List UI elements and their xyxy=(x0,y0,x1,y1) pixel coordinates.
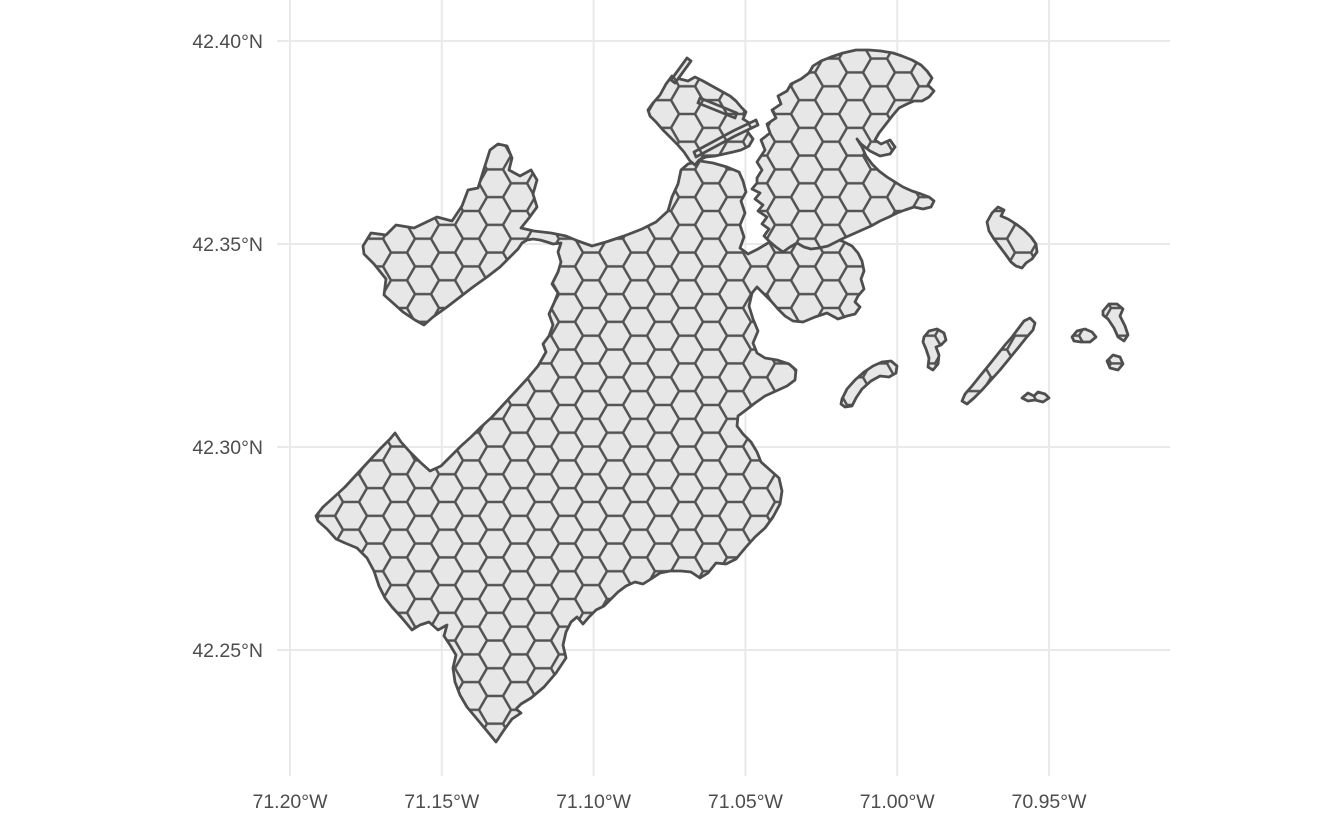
x-tick-label: 71.10°W xyxy=(556,791,632,813)
land-polygon-east-boston xyxy=(750,48,936,254)
land-polygon-gallops-island xyxy=(1070,327,1098,344)
land-polygon-long-island xyxy=(960,316,1037,406)
y-tick-label: 42.40°N xyxy=(192,31,263,53)
y-tick-label: 42.35°N xyxy=(192,234,263,256)
y-tick-label: 42.25°N xyxy=(192,640,263,662)
land-polygon-layer xyxy=(314,48,1130,744)
x-tick-label: 71.20°W xyxy=(252,791,328,813)
x-tick-label: 71.15°W xyxy=(404,791,480,813)
land-polygon-wharf-sliver-2 xyxy=(696,96,739,120)
land-polygon-wharf-sliver-1 xyxy=(692,118,760,159)
land-polygon-rainsford-island xyxy=(1020,390,1051,404)
land-polygon-boston-main xyxy=(314,142,866,744)
land-polygon-deer-island xyxy=(985,205,1039,270)
x-tick-label: 71.00°W xyxy=(860,791,936,813)
land-polygon-georges-island xyxy=(1105,353,1125,372)
land-polygon-lovells-island xyxy=(1101,302,1130,343)
y-tick-label: 42.30°N xyxy=(192,437,263,459)
y-axis-labels: 42.40°N 42.35°N 42.30°N 42.25°N xyxy=(192,31,263,662)
land-polygon-spectacle-island xyxy=(921,327,948,372)
x-tick-label: 71.05°W xyxy=(708,791,784,813)
land-polygon-thompson-moon-island xyxy=(839,359,899,409)
x-tick-label: 70.95°W xyxy=(1011,791,1087,813)
land-polygon-mystic-sliver xyxy=(669,56,693,85)
x-axis-labels: 71.20°W 71.15°W 71.10°W 71.05°W 71.00°W 70.95… xyxy=(252,791,1087,813)
